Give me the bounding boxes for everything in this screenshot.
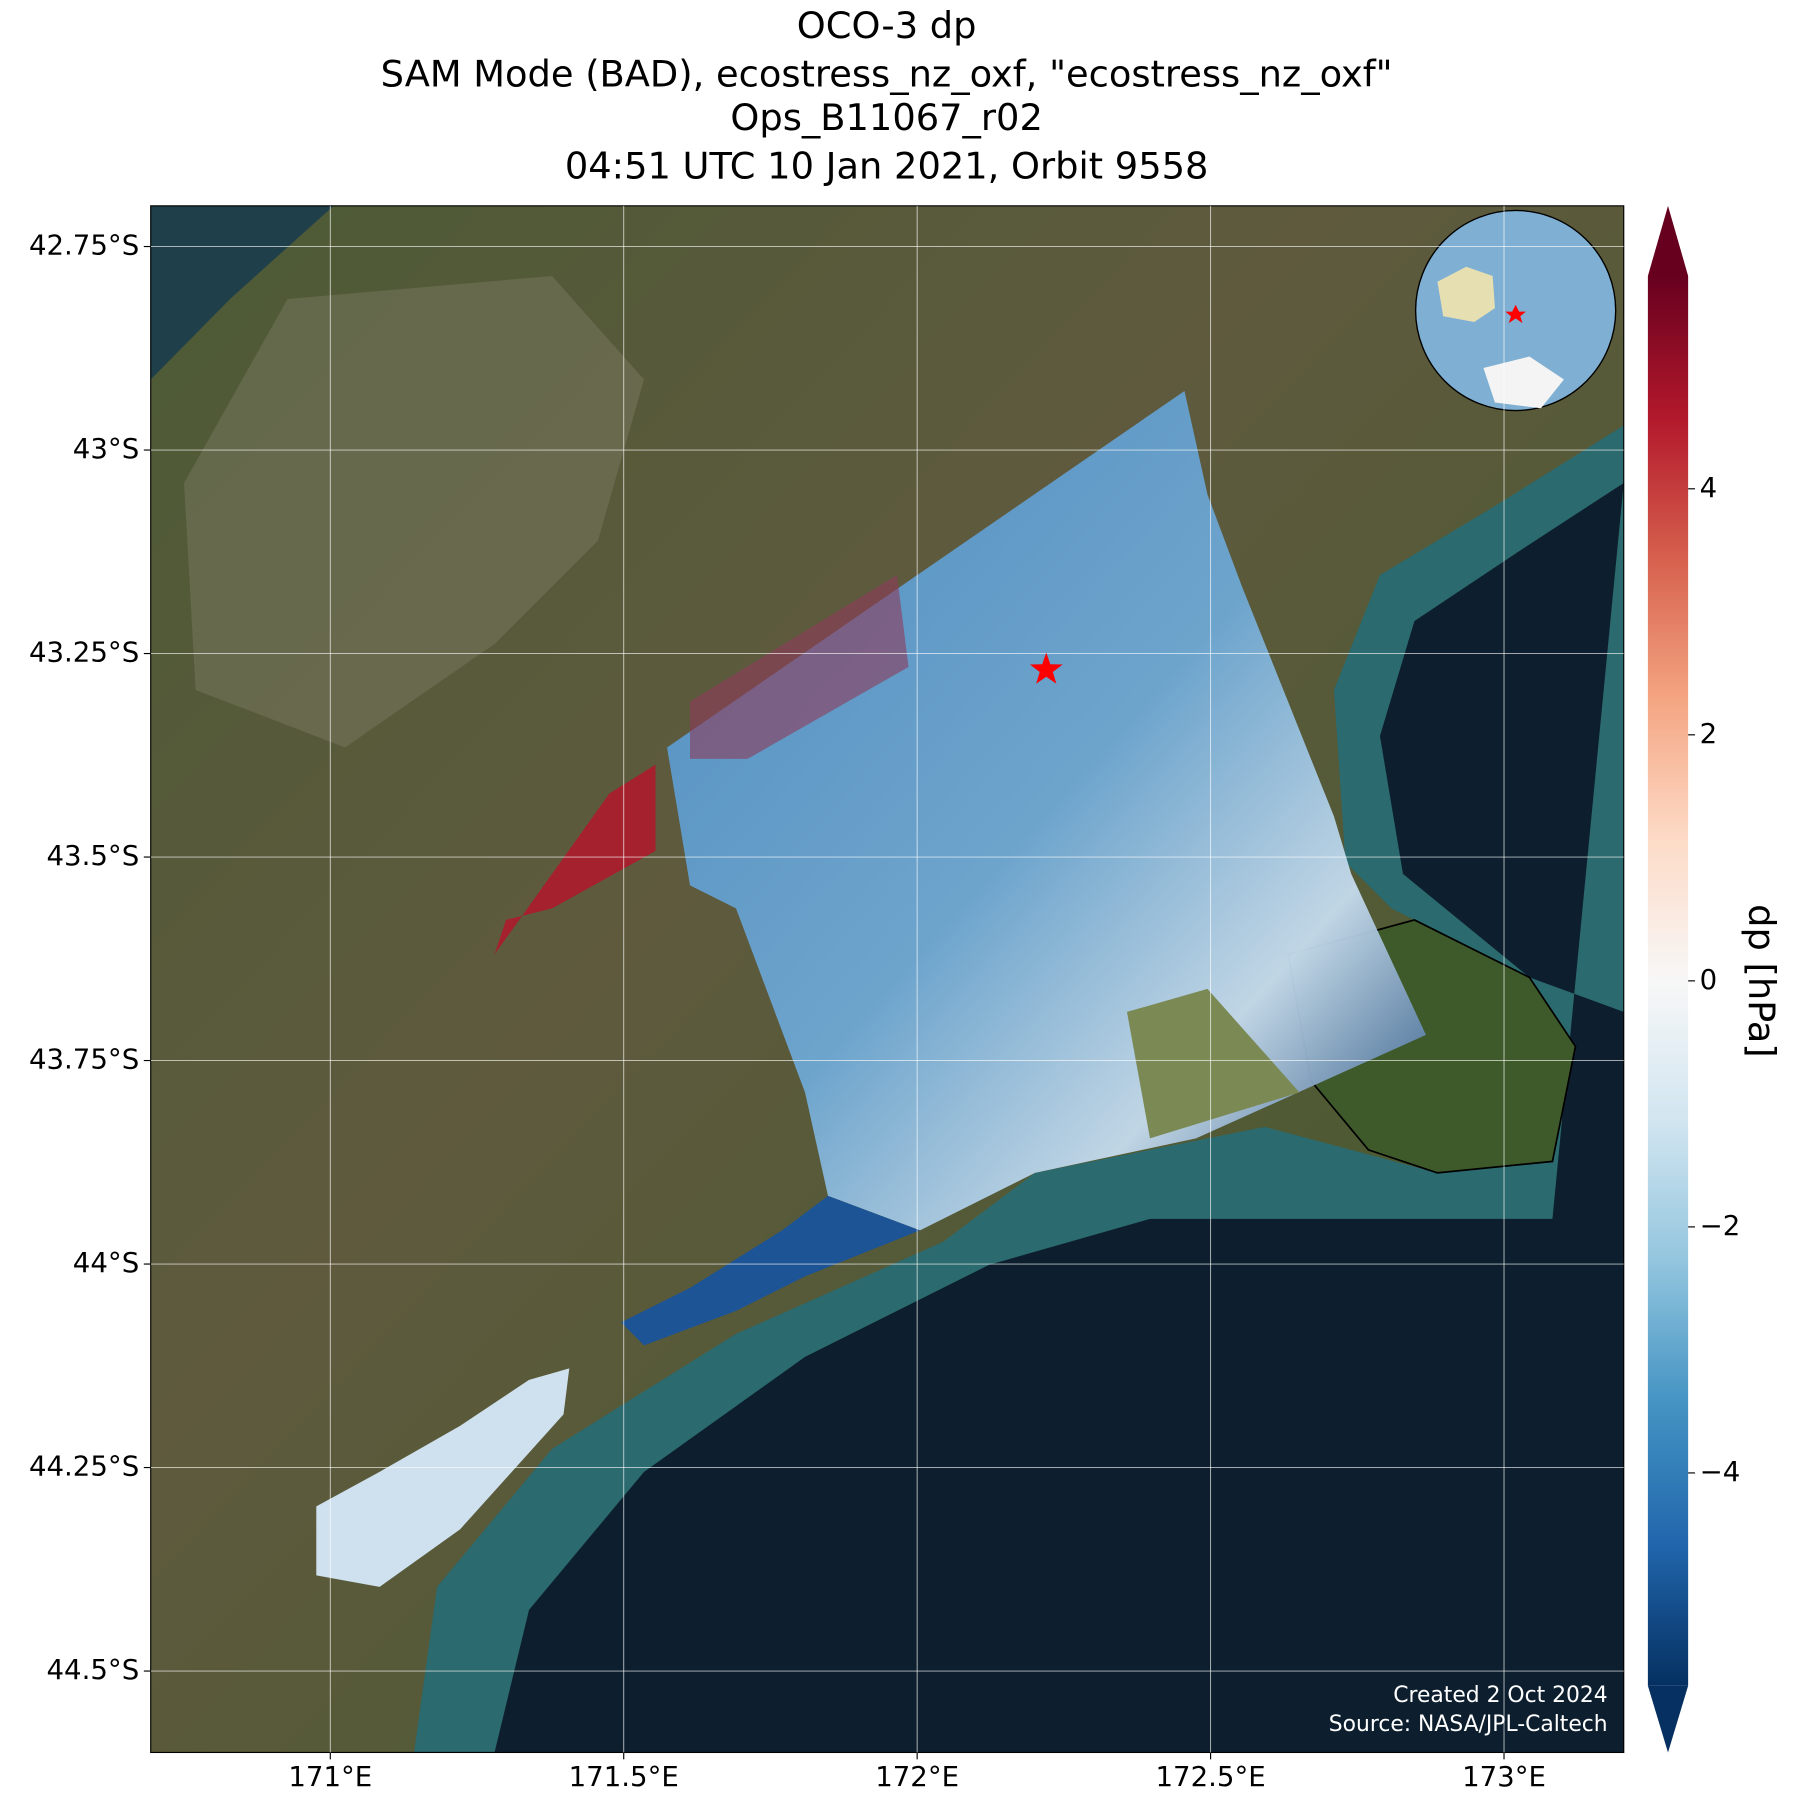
sounding-swath [494, 764, 656, 955]
sounding-swath [690, 574, 909, 759]
credit: Created 2 Oct 2024 [1393, 1683, 1607, 1708]
y-tick-label: 44.25°S [29, 1450, 139, 1483]
australia [1437, 266, 1495, 322]
ocean [494, 482, 1624, 1753]
sounding-swath [621, 1195, 920, 1346]
sounding-swath [316, 1368, 570, 1587]
colorbar-label: dp [hPa] [1740, 904, 1783, 1057]
colorbar-tick-label: 4 [1700, 471, 1718, 504]
y-tick-label: 43.25°S [29, 636, 139, 669]
title: OCO-3 dp SAM Mode (BAD), ecostress_nz_ox… [381, 4, 1393, 187]
lake-ellesmere [1126, 988, 1300, 1139]
plot-frame [150, 205, 1625, 1754]
colorbar-tick-label: −4 [1700, 1455, 1741, 1488]
colorbar-tick-label: −2 [1700, 1209, 1741, 1242]
sea-west [150, 205, 334, 380]
y-tick-label: 43.5°S [47, 839, 140, 872]
y-tick-label: 44°S [73, 1246, 139, 1279]
mountains [184, 275, 645, 748]
title-line: OCO-3 dp [797, 4, 977, 47]
colorbar-extend [1647, 1685, 1689, 1753]
y-tick-label: 42.75°S [29, 229, 139, 262]
title-line: 04:51 UTC 10 Jan 2021, Orbit 9558 [565, 144, 1209, 187]
title-line: SAM Mode (BAD), ecostress_nz_oxf, "ecost… [381, 52, 1393, 95]
x-tick-label: 171.5°E [569, 1760, 679, 1793]
y-tick-label: 43°S [73, 432, 139, 465]
basemap [150, 205, 1624, 1753]
x-tick-label: 173°E [1462, 1760, 1546, 1793]
y-tick-label: 44.5°S [47, 1653, 140, 1686]
colorbar-extend [1647, 205, 1689, 276]
x-tick-label: 171°E [288, 1760, 372, 1793]
sounding-swath [667, 390, 1426, 1231]
x-tick-label: 172°E [875, 1760, 959, 1793]
target-star [1029, 652, 1063, 684]
colorbar-tick-label: 2 [1700, 717, 1718, 750]
x-tick-label: 172.5°E [1156, 1760, 1266, 1793]
colorbar-tick-label: 0 [1700, 963, 1718, 996]
title-line: Ops_B11067_r02 [730, 96, 1042, 139]
globe-star [1505, 304, 1526, 324]
colorbar [1647, 275, 1689, 1686]
credit: Source: NASA/JPL-Caltech [1329, 1712, 1608, 1737]
y-tick-label: 43.75°S [29, 1043, 139, 1076]
